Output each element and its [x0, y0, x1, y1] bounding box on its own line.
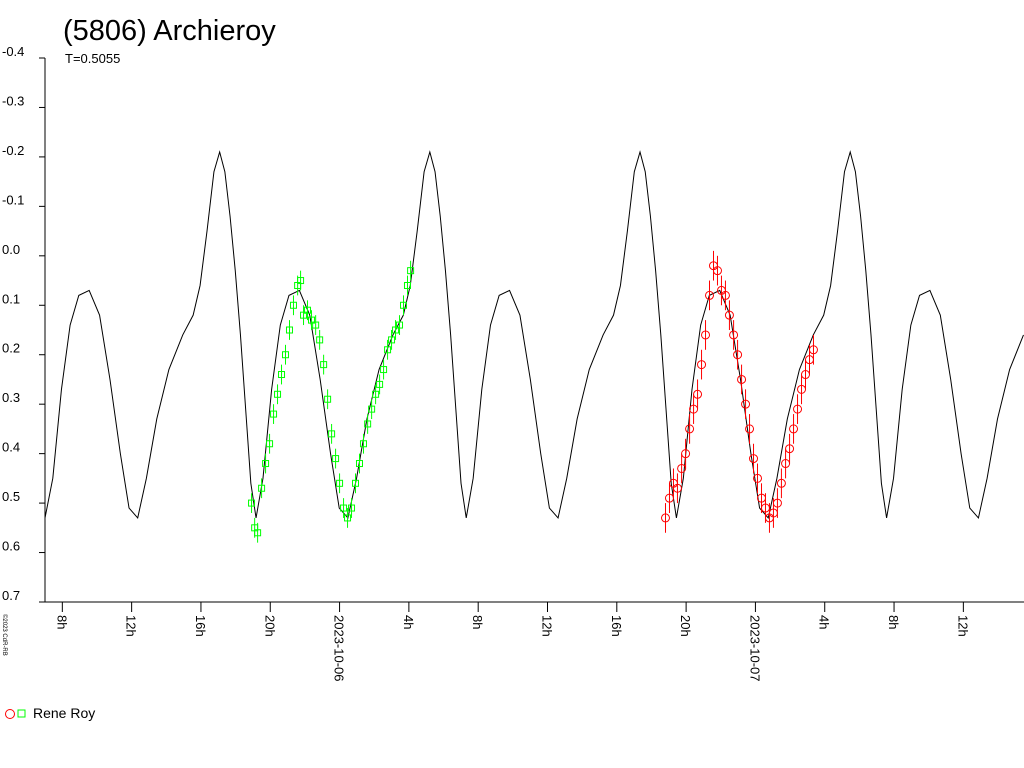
chart-title: (5806) Archieroy [63, 15, 276, 47]
data-point [320, 361, 328, 369]
data-point [289, 301, 297, 309]
y-tick-label: -0.4 [2, 44, 24, 59]
y-tick-label: 0.0 [2, 242, 20, 257]
data-point [258, 484, 266, 492]
data-point [344, 514, 352, 522]
data-point [278, 371, 286, 379]
x-tick-label: 20h [678, 615, 693, 637]
x-tick-label: 20h [262, 615, 277, 637]
data-point [248, 499, 256, 507]
data-point [733, 350, 743, 360]
data-point [720, 290, 730, 300]
data-point [729, 330, 739, 340]
data-point [359, 440, 367, 448]
data-point [737, 374, 747, 384]
data-point [270, 410, 278, 418]
data-point [793, 404, 803, 414]
y-tick-label: -0.1 [2, 192, 24, 207]
data-point [376, 380, 384, 388]
data-point [660, 513, 670, 523]
data-point [380, 366, 388, 374]
data-point [352, 479, 360, 487]
data-point [776, 478, 786, 488]
data-point [785, 444, 795, 454]
x-tick-label: 12h [124, 615, 139, 637]
legend-symbol [17, 709, 26, 718]
chart-subtitle: T=0.5055 [65, 51, 120, 66]
y-tick-label: 0.7 [2, 588, 20, 603]
data-point [403, 281, 411, 289]
data-point [672, 483, 682, 493]
credit: ©2023 CdR-RB [1, 614, 8, 656]
data-point [388, 336, 396, 344]
data-point [332, 455, 340, 463]
legend-label: Rene Roy [33, 705, 95, 721]
data-point [745, 424, 755, 434]
data-point [685, 424, 695, 434]
y-tick-label: 0.2 [2, 341, 20, 356]
data-point [749, 454, 759, 464]
data-point [297, 277, 305, 285]
data-point [697, 360, 707, 370]
data-point [355, 460, 363, 468]
data-point [753, 473, 763, 483]
x-tick-label: 4h [401, 615, 416, 629]
data-point [396, 321, 404, 329]
data-point [312, 321, 320, 329]
y-tick-label: 0.3 [2, 390, 20, 405]
x-tick-label: 12h [539, 615, 554, 637]
model-curve [44, 150, 1024, 520]
x-tick-label: 8h [470, 615, 485, 629]
y-tick-label: 0.6 [2, 539, 20, 554]
data-point [304, 306, 312, 314]
data-point [705, 290, 715, 300]
data-point [336, 479, 344, 487]
data-point [400, 301, 408, 309]
x-tick-label: 2023-10-06 [332, 615, 347, 682]
data-point [300, 311, 308, 319]
y-tick-label: 0.4 [2, 440, 20, 455]
data-point [285, 326, 293, 334]
data-point [324, 395, 332, 403]
x-tick-label: 16h [193, 615, 208, 637]
data-point [282, 351, 290, 359]
data-point [789, 424, 799, 434]
y-tick-label: 0.1 [2, 291, 20, 306]
data-point [724, 310, 734, 320]
data-point [254, 529, 262, 537]
data-point [274, 390, 282, 398]
data-point [693, 389, 703, 399]
data-point [741, 399, 751, 409]
x-tick-label: 12h [955, 615, 970, 637]
data-point [681, 449, 691, 459]
y-tick-label: -0.2 [2, 143, 24, 158]
data-point [348, 504, 356, 512]
data-point [340, 504, 348, 512]
y-tick-label: 0.5 [2, 489, 20, 504]
x-tick-label: 2023-10-07 [747, 615, 762, 682]
data-point [262, 460, 270, 468]
x-tick-label: 8h [886, 615, 901, 629]
data-point [266, 440, 274, 448]
data-point [407, 267, 415, 275]
data-point [392, 326, 400, 334]
data-point [364, 420, 372, 428]
data-point [808, 345, 818, 355]
x-tick-label: 16h [609, 615, 624, 637]
data-point [384, 346, 392, 354]
y-tick-label: -0.3 [2, 93, 24, 108]
data-point [712, 266, 722, 276]
x-tick-label: 8h [54, 615, 69, 629]
data-point [772, 498, 782, 508]
data-point [328, 430, 336, 438]
legend-symbol [5, 709, 15, 719]
x-tick-label: 4h [817, 615, 832, 629]
data-point [307, 316, 315, 324]
data-point [368, 405, 376, 413]
data-point [701, 330, 711, 340]
data-point [372, 390, 380, 398]
data-point [316, 336, 324, 344]
